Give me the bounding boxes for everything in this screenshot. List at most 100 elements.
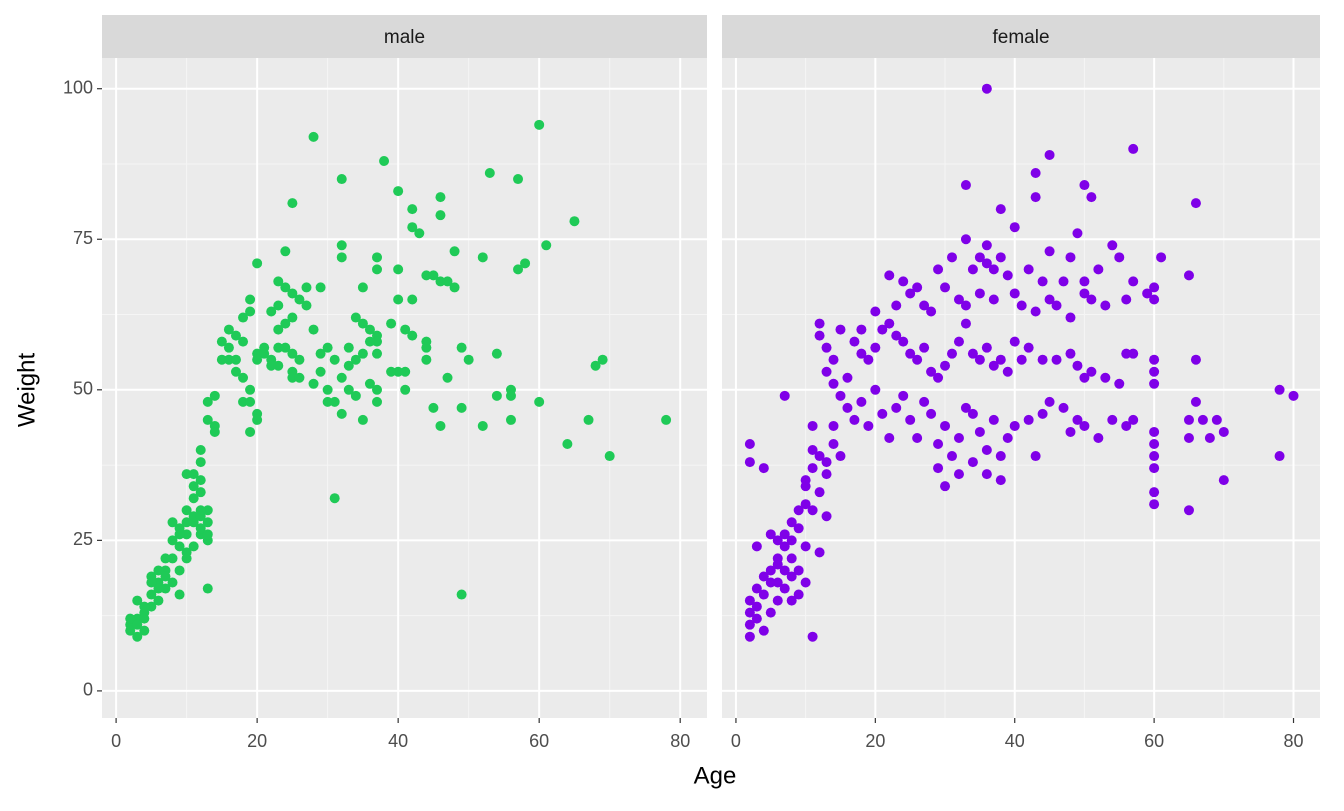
point [1058, 402, 1069, 413]
point [280, 282, 291, 293]
point [967, 348, 978, 359]
point [167, 517, 178, 528]
point [1128, 143, 1139, 154]
point [940, 282, 951, 293]
point [1197, 414, 1208, 425]
point [329, 493, 340, 504]
point [223, 342, 234, 353]
point [238, 372, 249, 383]
point [195, 511, 206, 522]
point [372, 348, 382, 359]
point [884, 270, 895, 281]
point [428, 270, 439, 281]
point [294, 294, 305, 305]
point [456, 402, 467, 413]
point [139, 613, 150, 624]
point [877, 324, 888, 335]
point [1274, 384, 1285, 395]
point [1183, 432, 1194, 443]
point [181, 547, 192, 558]
point [364, 336, 375, 347]
point [786, 517, 797, 528]
point [1156, 252, 1167, 263]
point [960, 300, 971, 311]
point [877, 408, 888, 419]
point [174, 589, 185, 600]
point [1009, 288, 1020, 299]
point [252, 414, 263, 425]
point [1002, 432, 1013, 443]
point [315, 348, 326, 359]
point [765, 529, 776, 540]
strip [102, 15, 707, 58]
point [1079, 420, 1090, 431]
point [1079, 372, 1090, 383]
point [315, 366, 326, 377]
point [146, 601, 157, 612]
y-tick-label: 75 [73, 228, 93, 248]
point [786, 595, 797, 606]
point [202, 517, 213, 528]
point [160, 583, 171, 594]
point [181, 505, 192, 516]
point [870, 342, 881, 353]
point [1121, 348, 1132, 359]
point [981, 240, 992, 251]
point [814, 330, 825, 341]
point [350, 390, 361, 401]
point [933, 264, 944, 275]
point [744, 457, 755, 468]
point [1190, 198, 1201, 209]
point [793, 523, 804, 534]
point [202, 583, 213, 594]
point [856, 324, 867, 335]
point [849, 336, 860, 347]
point [252, 258, 263, 269]
point [1086, 366, 1097, 377]
point [779, 583, 790, 594]
point [919, 342, 930, 353]
point [421, 342, 432, 353]
point [960, 402, 971, 413]
x-tick-label: 20 [247, 731, 267, 751]
point [329, 354, 340, 365]
point [153, 595, 164, 606]
point [1128, 348, 1139, 359]
point [1065, 348, 1076, 359]
point [1030, 192, 1041, 203]
point [772, 577, 783, 588]
panel-background [722, 58, 1320, 718]
point [590, 360, 601, 371]
point [252, 354, 263, 365]
point [322, 396, 333, 407]
point [1072, 360, 1083, 371]
point [870, 384, 881, 395]
point [407, 294, 418, 305]
point [800, 499, 811, 510]
point [814, 547, 825, 558]
point [230, 366, 241, 377]
point [995, 354, 1006, 365]
point [125, 625, 136, 636]
x-tick-label: 40 [1005, 731, 1025, 751]
point [167, 577, 178, 588]
point [463, 354, 474, 365]
point [336, 408, 347, 419]
point [1274, 451, 1285, 462]
point [744, 595, 755, 606]
point [520, 258, 531, 269]
point [202, 414, 213, 425]
x-tick-label: 60 [529, 731, 549, 751]
point [477, 252, 488, 263]
point [779, 565, 790, 576]
point [1044, 294, 1055, 305]
point [988, 360, 999, 371]
point [421, 354, 432, 365]
point [661, 414, 672, 425]
point [230, 354, 241, 365]
point [800, 541, 811, 552]
point [765, 607, 776, 618]
point [765, 565, 776, 576]
point [779, 390, 790, 401]
point [1044, 396, 1055, 407]
